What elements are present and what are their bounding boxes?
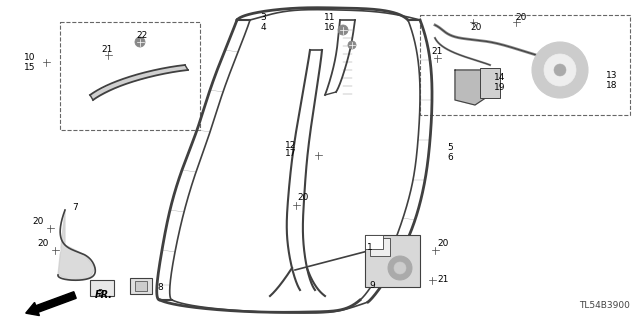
Bar — [370, 238, 390, 256]
Circle shape — [544, 54, 576, 86]
Circle shape — [291, 200, 301, 210]
Circle shape — [103, 50, 113, 60]
FancyArrow shape — [26, 292, 76, 315]
Circle shape — [532, 42, 588, 98]
Text: 5: 5 — [447, 144, 453, 152]
Text: 21: 21 — [437, 276, 449, 285]
Circle shape — [338, 25, 348, 35]
Polygon shape — [90, 65, 188, 100]
Text: 12: 12 — [285, 140, 297, 150]
Circle shape — [50, 245, 60, 255]
Bar — [480, 68, 500, 98]
Text: 2: 2 — [97, 288, 103, 298]
Circle shape — [554, 64, 566, 76]
Text: 17: 17 — [285, 150, 297, 159]
Text: 20: 20 — [437, 239, 449, 248]
Text: 21: 21 — [431, 48, 443, 56]
Text: 10: 10 — [24, 54, 36, 63]
Polygon shape — [455, 70, 490, 105]
Bar — [90, 280, 114, 296]
Text: 13: 13 — [606, 70, 618, 79]
Text: 14: 14 — [494, 73, 506, 83]
Bar — [60, 22, 200, 130]
Circle shape — [45, 223, 55, 233]
Circle shape — [468, 17, 478, 27]
Circle shape — [41, 57, 51, 67]
Circle shape — [394, 262, 406, 274]
Bar — [130, 278, 152, 294]
Text: 20: 20 — [515, 12, 527, 21]
Circle shape — [313, 150, 323, 160]
Text: TL54B3900: TL54B3900 — [579, 301, 630, 310]
Circle shape — [135, 37, 145, 47]
Text: 9: 9 — [369, 280, 375, 290]
Circle shape — [430, 245, 440, 255]
Text: 20: 20 — [470, 23, 482, 32]
Polygon shape — [58, 210, 95, 280]
Text: 15: 15 — [24, 63, 36, 72]
Text: 3: 3 — [260, 13, 266, 23]
Text: 21: 21 — [101, 46, 113, 55]
Text: 11: 11 — [324, 13, 336, 23]
Text: 20: 20 — [298, 192, 308, 202]
Text: 4: 4 — [260, 23, 266, 32]
Text: 22: 22 — [136, 31, 148, 40]
Text: 8: 8 — [157, 283, 163, 292]
Text: 20: 20 — [37, 239, 49, 248]
Bar — [365, 235, 383, 249]
Text: FR.: FR. — [95, 290, 113, 300]
Text: 20: 20 — [32, 218, 44, 226]
Circle shape — [388, 256, 412, 280]
Text: 16: 16 — [324, 23, 336, 32]
Bar — [135, 281, 147, 291]
Text: 18: 18 — [606, 80, 618, 90]
Text: 1: 1 — [367, 243, 373, 253]
Circle shape — [427, 275, 437, 285]
Bar — [420, 15, 630, 115]
Text: 7: 7 — [72, 203, 78, 211]
Circle shape — [348, 41, 356, 49]
Text: 19: 19 — [494, 84, 506, 93]
Text: 6: 6 — [447, 153, 453, 162]
Bar — [365, 235, 420, 287]
Circle shape — [432, 53, 442, 63]
Circle shape — [511, 17, 521, 27]
